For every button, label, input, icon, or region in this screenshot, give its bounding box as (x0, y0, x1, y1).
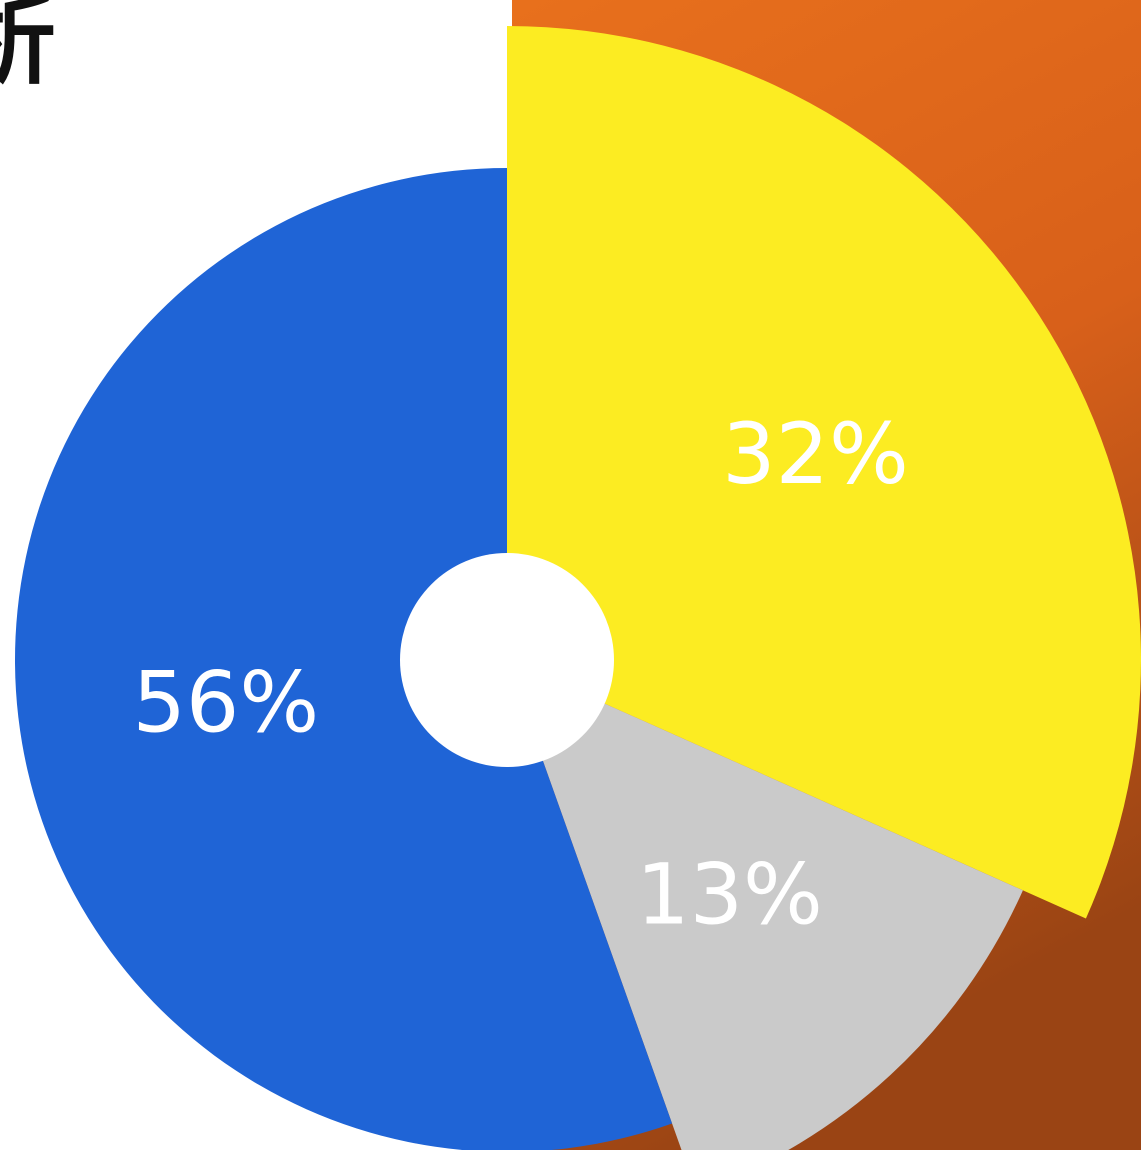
center-hole (400, 553, 614, 767)
value-label: 56% (132, 654, 319, 752)
value-label: 13% (636, 845, 823, 943)
value-label: 32% (722, 405, 909, 503)
pie (14, 26, 1141, 1150)
pie-slice (507, 660, 1023, 1150)
pie-slice (14, 168, 673, 1150)
chart-title: 析 (0, 0, 56, 97)
pie-slice (507, 26, 1141, 919)
labels: 32% 13% 56% (132, 405, 908, 944)
